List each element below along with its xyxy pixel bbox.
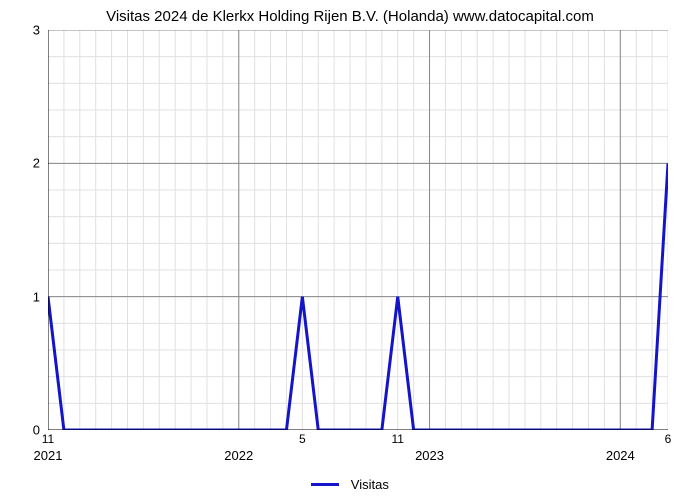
chart-container: Visitas 2024 de Klerkx Holding Rijen B.V… [0,0,700,500]
x-tick-label: 2024 [606,448,635,463]
chart-svg [48,30,668,430]
legend-label: Visitas [351,477,389,492]
x-minor-label: 6 [665,432,672,446]
x-tick-label: 2023 [415,448,444,463]
x-minor-label: 5 [299,432,306,446]
chart-title: Visitas 2024 de Klerkx Holding Rijen B.V… [0,8,700,25]
x-tick-label: 2021 [34,448,63,463]
y-tick-label: 1 [10,289,40,304]
y-tick-label: 3 [10,23,40,38]
legend-swatch [311,483,339,486]
plot-area [48,30,668,430]
y-tick-label: 0 [10,423,40,438]
legend: Visitas [0,476,700,492]
x-minor-label: 11 [42,432,54,446]
x-tick-label: 2022 [224,448,253,463]
y-tick-label: 2 [10,156,40,171]
x-minor-label: 11 [392,432,404,446]
